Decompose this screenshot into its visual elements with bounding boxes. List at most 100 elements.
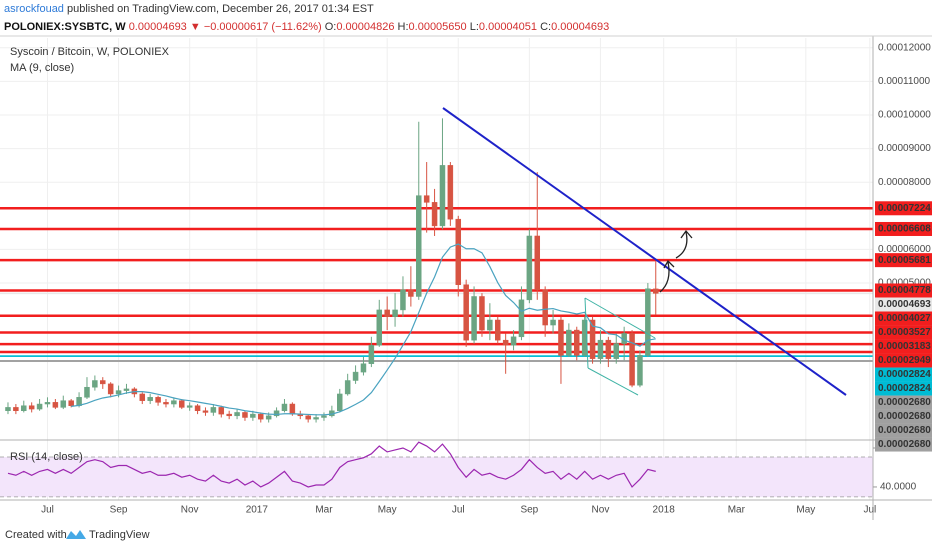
author[interactable]: asrockfouad xyxy=(4,3,64,15)
candle-body xyxy=(455,218,462,285)
y-tick-label: 0.00005000 xyxy=(878,278,931,289)
level-label-bg xyxy=(875,201,932,216)
candle-body xyxy=(653,288,659,294)
candle-body xyxy=(352,371,359,381)
published: published on TradingView.com, December 2… xyxy=(67,3,374,15)
candle-body xyxy=(550,319,556,326)
level-label-bg xyxy=(875,437,932,452)
rsi-title: RSI (14, close) xyxy=(10,451,83,463)
level-label: 0.00002824 xyxy=(878,383,931,394)
header-line: asrockfouad published on TradingView.com… xyxy=(4,3,374,15)
level-label: 0.00002680 xyxy=(878,425,931,436)
trendline xyxy=(442,107,847,396)
candle-body xyxy=(574,329,580,356)
candle-body xyxy=(13,407,19,412)
candle-body xyxy=(84,386,90,398)
level-label-bg xyxy=(875,283,932,298)
level-label: 0.00002680 xyxy=(878,411,931,422)
candle-body xyxy=(337,393,343,412)
candle-body xyxy=(518,299,525,338)
level-label: 0.00003183 xyxy=(878,341,931,352)
symbol: POLONIEX:SYSBTC, W xyxy=(4,21,126,33)
ohlc-key: H: xyxy=(398,21,409,33)
level-lines xyxy=(0,207,873,362)
candle-body xyxy=(360,363,367,373)
candle-body xyxy=(510,336,517,346)
candle-body xyxy=(447,165,454,220)
candle-body xyxy=(242,412,248,418)
candle-body xyxy=(179,400,185,408)
candle-body xyxy=(313,417,319,420)
candle-body xyxy=(139,393,146,401)
candle-body xyxy=(115,390,122,395)
candle-body xyxy=(502,339,509,346)
candle-body xyxy=(210,407,217,413)
footer-text: Created with xyxy=(5,529,67,541)
candle-body xyxy=(637,355,643,386)
candle-body xyxy=(265,415,272,420)
candle-body xyxy=(368,344,375,364)
ohlc-value: 0.00004826 xyxy=(336,21,394,33)
candle-body xyxy=(92,380,98,388)
brand-logo[interactable] xyxy=(66,530,86,539)
candle-body xyxy=(171,400,177,405)
x-tick-label: May xyxy=(796,505,815,516)
arrow xyxy=(675,229,693,259)
x-tick-label: Jul xyxy=(41,505,54,516)
candle-body xyxy=(376,309,383,346)
x-tick-label: Nov xyxy=(592,505,610,516)
ohlc-value: 0.00005650 xyxy=(409,21,467,33)
level-label: 0.00007224 xyxy=(878,203,931,214)
candle-body xyxy=(28,405,35,410)
level-label-bg xyxy=(875,325,932,340)
candle-body xyxy=(534,235,541,291)
candle-body xyxy=(392,309,398,317)
candle-body xyxy=(186,405,193,408)
candle-body xyxy=(566,329,572,356)
candle-body xyxy=(226,413,232,417)
candle-body xyxy=(408,289,414,297)
candle-body xyxy=(479,296,485,331)
rsi-band xyxy=(0,456,873,497)
pattern-line xyxy=(584,297,589,369)
x-tick-label: 2018 xyxy=(653,505,676,516)
candle-body xyxy=(289,403,296,415)
candle-body xyxy=(597,339,604,359)
level-labels: 0.00007224 0.00006608 0.00005681 0.00004778… xyxy=(875,201,932,452)
candle-body xyxy=(558,319,564,356)
level-label-bg xyxy=(875,297,932,312)
candle-body xyxy=(5,407,11,412)
candle-body xyxy=(100,380,106,385)
candle-body xyxy=(202,410,209,413)
candle-body xyxy=(423,195,430,203)
candle-body xyxy=(645,288,651,356)
candle-body xyxy=(384,309,390,317)
level-label: 0.00003527 xyxy=(878,327,931,338)
candle-body xyxy=(44,402,51,405)
candle-body xyxy=(344,380,351,395)
candle-body xyxy=(281,403,288,412)
y-tick-label: 0.00010000 xyxy=(878,110,931,121)
candle-body xyxy=(107,383,114,395)
chart-title: Syscoin / Bitcoin, W, POLONIEX xyxy=(10,46,170,58)
candle-body xyxy=(431,202,438,227)
candle-body xyxy=(526,235,533,301)
candle-body xyxy=(258,413,264,420)
candle-body xyxy=(605,339,612,359)
candle-body xyxy=(155,397,161,403)
level-label-bg xyxy=(875,381,932,396)
x-tick-label: Mar xyxy=(315,505,333,516)
candle-body xyxy=(123,388,130,391)
level-label: 0.00002949 xyxy=(878,355,931,366)
brand[interactable]: TradingView xyxy=(89,529,150,541)
level-label-bg xyxy=(875,409,932,424)
candle-body xyxy=(194,405,201,412)
level-label-bg xyxy=(875,339,932,354)
level-label-bg xyxy=(875,353,932,368)
ohlc-value: 0.00004693 xyxy=(551,21,609,33)
level-label-bg xyxy=(875,311,932,326)
level-label: 0.00004778 xyxy=(878,285,931,296)
candle-body xyxy=(589,319,596,359)
